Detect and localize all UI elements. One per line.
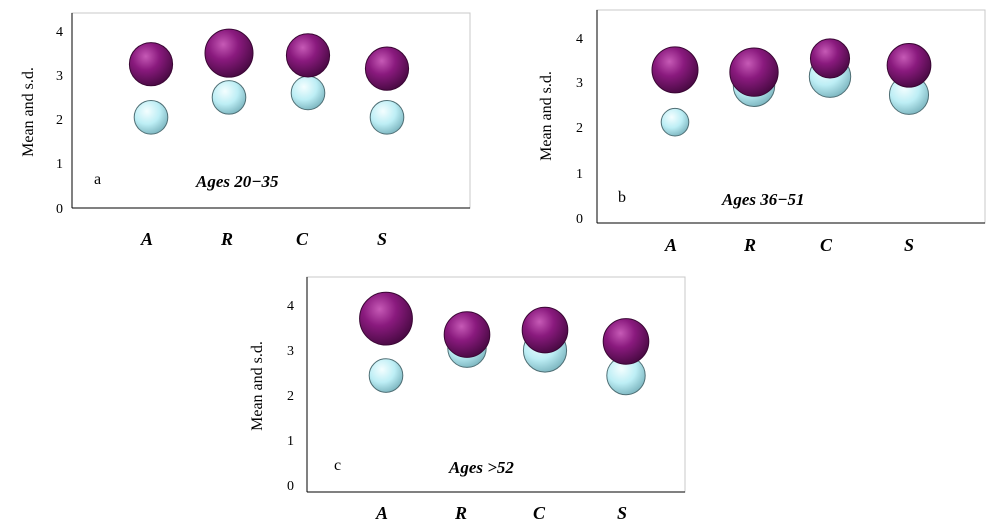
x-tick-label: A (664, 235, 677, 255)
mean-bubble-S (364, 46, 410, 91)
panel-c: Mean and s.d. 0 1 2 3 4 A R C S c Ages >… (249, 276, 686, 523)
panel-a: Mean and s.d. 0 1 2 3 4 A R C S a Ages 2… (20, 12, 471, 249)
x-tick-label: S (377, 229, 387, 249)
y-tick-label: 4 (56, 25, 63, 40)
x-tick-label: C (820, 235, 833, 255)
x-ticks: A R C S (664, 235, 914, 255)
sd-bubble-A (368, 358, 404, 393)
x-tick-label: R (743, 235, 756, 255)
y-tick-label: 0 (287, 479, 294, 494)
mean-bubble-S (886, 42, 932, 88)
plot-frame (596, 9, 986, 224)
x-tick-label: A (375, 503, 388, 523)
mean-bubble-R (729, 47, 779, 97)
y-axis-label: Mean and s.d. (249, 341, 266, 431)
mean-bubble-R (443, 311, 491, 358)
y-tick-label: 3 (576, 76, 583, 91)
mean-bubble-S (602, 318, 650, 365)
mean-bubble-A (359, 291, 413, 346)
mean-bubble-A (651, 46, 699, 94)
y-tick-label: 0 (56, 202, 63, 217)
x-tick-label: C (533, 503, 546, 523)
y-ticks: 0 1 2 3 4 (287, 299, 294, 494)
y-axis-label: Mean and s.d. (20, 67, 37, 157)
y-tick-label: 2 (287, 389, 294, 404)
x-tick-label: S (904, 235, 914, 255)
y-tick-label: 3 (56, 69, 63, 84)
panel-title: Ages >52 (448, 458, 514, 477)
y-axis-label: Mean and s.d. (538, 71, 555, 161)
panel-letter: b (618, 189, 626, 206)
panel-letter: c (334, 457, 341, 474)
x-tick-label: R (454, 503, 467, 523)
y-ticks: 0 1 2 3 4 (576, 32, 583, 227)
y-tick-label: 1 (576, 167, 583, 182)
x-tick-label: R (220, 229, 233, 249)
panel-title: Ages 36−51 (721, 190, 805, 209)
bubbles-group (359, 291, 650, 396)
mean-bubble-R (204, 28, 254, 78)
panel-letter: a (94, 171, 101, 188)
x-tick-label: S (617, 503, 627, 523)
y-tick-label: 0 (576, 212, 583, 227)
sd-bubble-C (290, 75, 326, 111)
y-tick-label: 4 (287, 299, 294, 314)
y-tick-label: 1 (287, 434, 294, 449)
x-tick-label: A (140, 229, 153, 249)
mean-bubble-C (521, 306, 569, 354)
x-ticks: A R C S (375, 503, 627, 523)
x-tick-label: C (296, 229, 309, 249)
y-tick-label: 4 (576, 32, 583, 47)
mean-bubble-C (809, 38, 851, 79)
bubbles-group (651, 38, 932, 137)
y-tick-label: 1 (56, 157, 63, 172)
mean-bubble-A (128, 42, 174, 87)
panel-title: Ages 20−35 (195, 172, 279, 191)
sd-bubble-A (660, 107, 690, 137)
bubbles-group (128, 28, 410, 135)
y-tick-label: 2 (576, 121, 583, 136)
panel-b: Mean and s.d. 0 1 2 3 4 A R C S b Ages 3… (538, 9, 986, 255)
y-tick-label: 2 (56, 113, 63, 128)
y-tick-label: 3 (287, 344, 294, 359)
y-ticks: 0 1 2 3 4 (56, 25, 63, 217)
sd-bubble-R (211, 80, 247, 115)
x-ticks: A R C S (140, 229, 387, 249)
sd-bubble-S (369, 99, 405, 135)
mean-bubble-C (285, 33, 331, 78)
sd-bubble-A (133, 99, 169, 135)
